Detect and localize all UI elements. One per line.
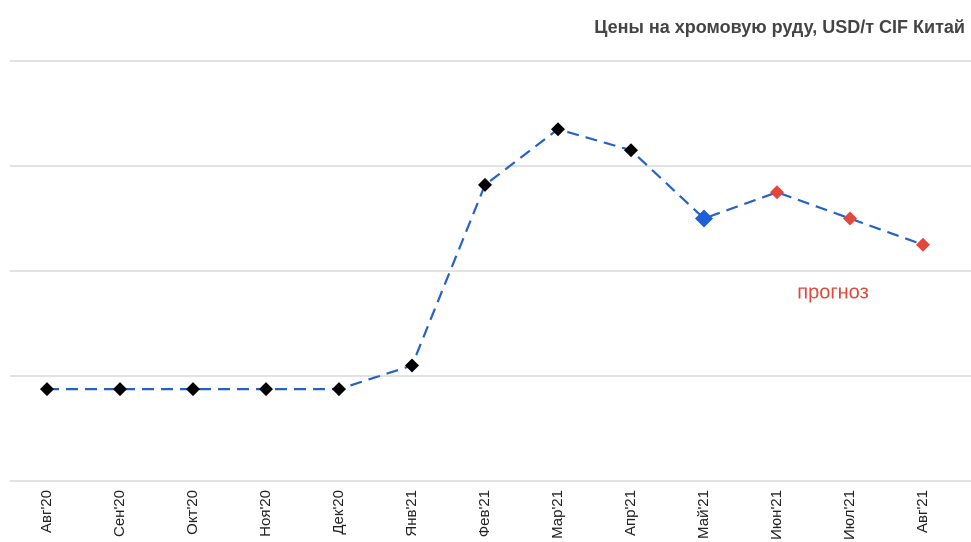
x-tick-label: Май'21: [695, 490, 712, 539]
data-point: [259, 382, 273, 397]
x-tick-label: Ноя'20: [257, 490, 274, 537]
x-tick-label: Фев'21: [476, 490, 493, 537]
x-tick-label: Сен'20: [111, 490, 128, 537]
chart-title: Цены на хромовую руду, USD/т CIF Китай: [594, 17, 965, 37]
data-point: [770, 185, 784, 200]
data-point: [186, 382, 200, 397]
data-point: [551, 122, 565, 137]
data-point: [478, 177, 492, 192]
x-tick-label: Апр'21: [622, 490, 639, 536]
x-tick-label: Дек'20: [330, 490, 347, 535]
data-point: [843, 211, 857, 226]
x-tick-label: Авг'20: [38, 490, 55, 533]
data-point: [332, 382, 346, 397]
data-point: [113, 382, 127, 397]
x-tick-label: Июл'21: [841, 490, 858, 540]
data-point: [624, 143, 638, 158]
annotation: прогноз: [797, 281, 868, 303]
data-point: [695, 209, 713, 228]
x-tick-label: Янв'21: [403, 490, 420, 537]
data-point: [916, 237, 930, 252]
data-line: [47, 128, 924, 391]
x-tick-label: Июн'21: [768, 490, 785, 540]
data-point: [40, 382, 54, 397]
data-point: [405, 358, 419, 373]
x-tick-label: Окт'20: [184, 490, 201, 535]
x-tick-label: Авг'21: [914, 490, 931, 533]
x-tick-label: Мар'21: [549, 490, 566, 539]
